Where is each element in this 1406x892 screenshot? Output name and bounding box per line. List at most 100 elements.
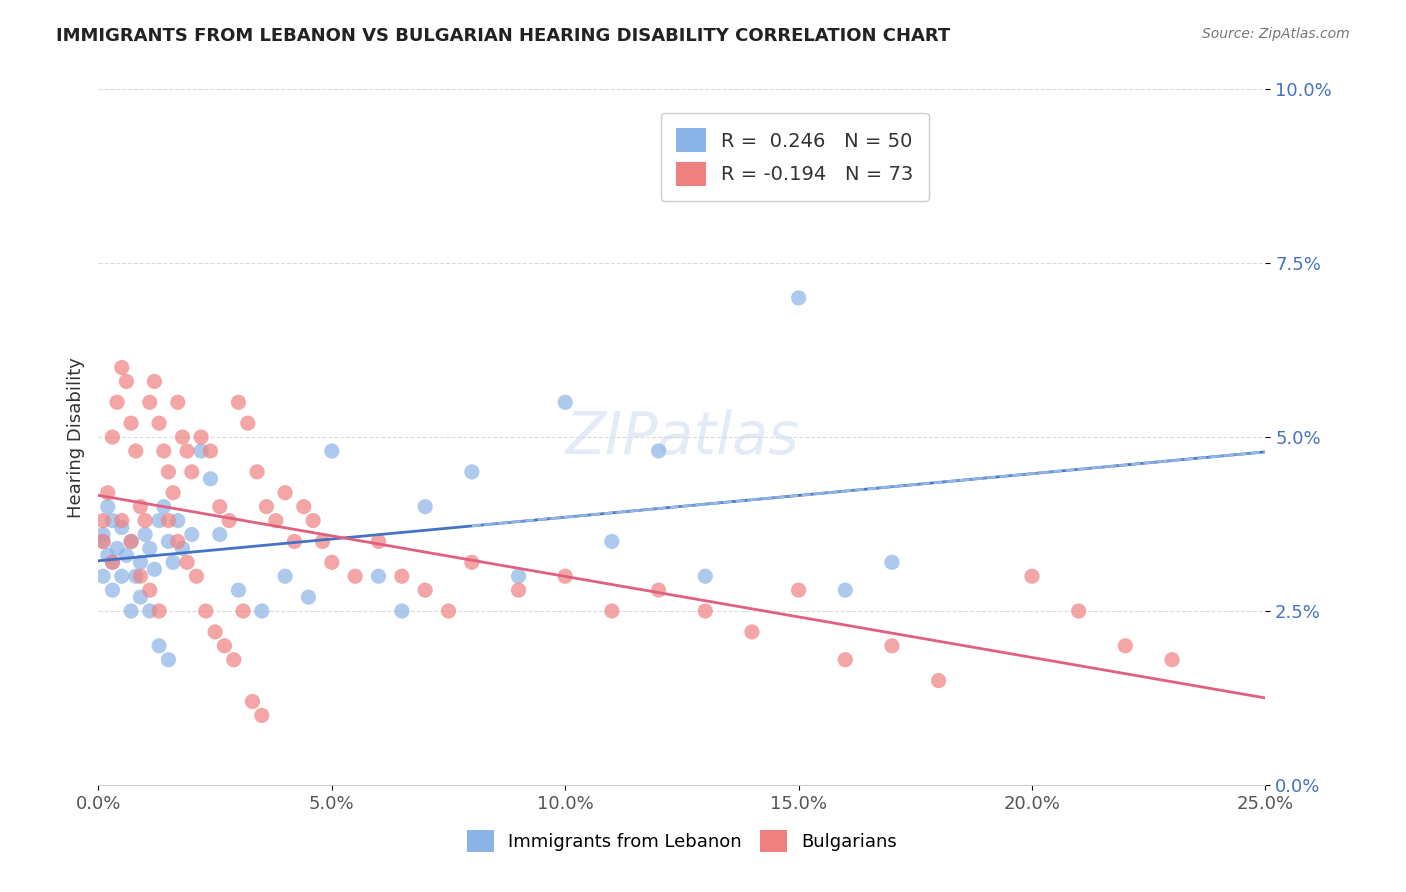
Bulgarians	[194, 604, 217, 618]
Bulgarians	[101, 555, 124, 569]
Bulgarians	[413, 583, 436, 598]
Bulgarians	[208, 500, 231, 514]
Immigrants from Lebanon	[111, 569, 134, 583]
Immigrants from Lebanon	[834, 583, 856, 598]
Immigrants from Lebanon	[554, 395, 576, 409]
Bulgarians	[1161, 653, 1184, 667]
Immigrants from Lebanon	[180, 527, 202, 541]
Immigrants from Lebanon	[139, 604, 162, 618]
Bulgarians	[242, 694, 264, 708]
Bulgarians	[695, 604, 717, 618]
Immigrants from Lebanon	[600, 534, 623, 549]
Bulgarians	[391, 569, 413, 583]
Bulgarians	[166, 534, 188, 549]
Bulgarians	[218, 514, 240, 528]
Immigrants from Lebanon	[880, 555, 903, 569]
Y-axis label: Hearing Disability: Hearing Disability	[66, 357, 84, 517]
Bulgarians	[283, 534, 305, 549]
Bulgarians	[101, 430, 124, 444]
Bulgarians	[311, 534, 333, 549]
Bulgarians	[139, 583, 162, 598]
Immigrants from Lebanon	[129, 555, 152, 569]
Bulgarians	[139, 395, 162, 409]
Immigrants from Lebanon	[91, 569, 114, 583]
Bulgarians	[111, 514, 134, 528]
Bulgarians	[274, 485, 297, 500]
Bulgarians	[292, 500, 315, 514]
Bulgarians	[1067, 604, 1090, 618]
Immigrants from Lebanon	[162, 555, 184, 569]
Bulgarians	[162, 485, 184, 500]
Bulgarians	[152, 444, 174, 458]
Immigrants from Lebanon	[111, 520, 134, 534]
Bulgarians	[246, 465, 269, 479]
Immigrants from Lebanon	[125, 569, 148, 583]
Bulgarians	[129, 500, 152, 514]
Bulgarians	[222, 653, 245, 667]
Immigrants from Lebanon	[120, 534, 142, 549]
Bulgarians	[461, 555, 484, 569]
Bulgarians	[204, 624, 226, 639]
Bulgarians	[834, 653, 856, 667]
Immigrants from Lebanon	[413, 500, 436, 514]
Bulgarians	[321, 555, 343, 569]
Immigrants from Lebanon	[200, 472, 222, 486]
Bulgarians	[508, 583, 530, 598]
Immigrants from Lebanon	[321, 444, 343, 458]
Bulgarians	[787, 583, 810, 598]
Bulgarians	[880, 639, 903, 653]
Immigrants from Lebanon	[508, 569, 530, 583]
Immigrants from Lebanon	[391, 604, 413, 618]
Immigrants from Lebanon	[297, 590, 319, 604]
Legend: Immigrants from Lebanon, Bulgarians: Immigrants from Lebanon, Bulgarians	[460, 823, 904, 859]
Bulgarians	[157, 465, 180, 479]
Immigrants from Lebanon	[787, 291, 810, 305]
Bulgarians	[344, 569, 367, 583]
Immigrants from Lebanon	[152, 500, 174, 514]
Bulgarians	[91, 514, 114, 528]
Bulgarians	[105, 395, 128, 409]
Bulgarians	[1021, 569, 1043, 583]
Bulgarians	[600, 604, 623, 618]
Immigrants from Lebanon	[461, 465, 484, 479]
Bulgarians	[554, 569, 576, 583]
Bulgarians	[647, 583, 669, 598]
Immigrants from Lebanon	[228, 583, 250, 598]
Immigrants from Lebanon	[695, 569, 717, 583]
Bulgarians	[148, 604, 170, 618]
Bulgarians	[232, 604, 254, 618]
Bulgarians	[228, 395, 250, 409]
Immigrants from Lebanon	[101, 555, 124, 569]
Immigrants from Lebanon	[105, 541, 128, 556]
Bulgarians	[264, 514, 287, 528]
Bulgarians	[367, 534, 389, 549]
Bulgarians	[134, 514, 156, 528]
Bulgarians	[190, 430, 212, 444]
Bulgarians	[157, 514, 180, 528]
Immigrants from Lebanon	[101, 514, 124, 528]
Bulgarians	[1114, 639, 1136, 653]
Text: ZIPatlas: ZIPatlas	[565, 409, 799, 466]
Immigrants from Lebanon	[250, 604, 273, 618]
Bulgarians	[120, 534, 142, 549]
Bulgarians	[111, 360, 134, 375]
Immigrants from Lebanon	[143, 562, 166, 576]
Immigrants from Lebanon	[190, 444, 212, 458]
Text: IMMIGRANTS FROM LEBANON VS BULGARIAN HEARING DISABILITY CORRELATION CHART: IMMIGRANTS FROM LEBANON VS BULGARIAN HEA…	[56, 27, 950, 45]
Bulgarians	[125, 444, 148, 458]
Immigrants from Lebanon	[148, 639, 170, 653]
Text: Source: ZipAtlas.com: Source: ZipAtlas.com	[1202, 27, 1350, 41]
Bulgarians	[302, 514, 325, 528]
Immigrants from Lebanon	[120, 604, 142, 618]
Immigrants from Lebanon	[91, 527, 114, 541]
Immigrants from Lebanon	[97, 549, 120, 563]
Bulgarians	[214, 639, 236, 653]
Immigrants from Lebanon	[129, 590, 152, 604]
Bulgarians	[236, 416, 259, 430]
Immigrants from Lebanon	[134, 527, 156, 541]
Bulgarians	[166, 395, 188, 409]
Bulgarians	[250, 708, 273, 723]
Bulgarians	[172, 430, 194, 444]
Bulgarians	[180, 465, 202, 479]
Bulgarians	[186, 569, 208, 583]
